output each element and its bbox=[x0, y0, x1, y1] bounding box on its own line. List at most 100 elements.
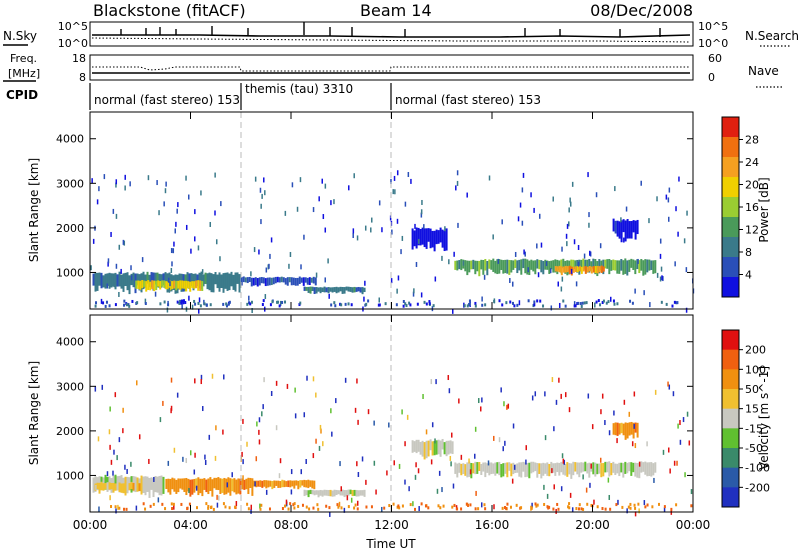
power-scatter-point bbox=[457, 222, 459, 228]
velocity-scatter-point bbox=[686, 411, 689, 417]
power-scatter-point bbox=[667, 197, 670, 203]
power-scatter-point bbox=[124, 174, 126, 180]
velocity-near-range-echo bbox=[601, 507, 604, 511]
power-data-cell bbox=[586, 266, 589, 273]
velocity-scatter-point bbox=[331, 431, 333, 437]
velocity-data-cell bbox=[158, 475, 161, 496]
power-near-range-echo bbox=[180, 301, 183, 305]
velocity-data-cell bbox=[612, 461, 615, 473]
velocity-near-range-echo bbox=[234, 505, 237, 509]
power-near-range-echo bbox=[533, 303, 536, 307]
velocity-data-cell bbox=[345, 490, 348, 497]
velocity-scatter-point bbox=[569, 492, 572, 498]
power-data-cell bbox=[311, 286, 314, 291]
power-data-cell bbox=[329, 287, 332, 292]
power-scatter-point bbox=[219, 256, 221, 262]
power-data-cell bbox=[498, 259, 501, 274]
velocity-data-cell bbox=[464, 464, 467, 476]
velocity-scatter-point bbox=[498, 437, 501, 443]
power-near-range-echo bbox=[595, 300, 598, 304]
freq-tick-top: 18 bbox=[72, 52, 86, 65]
velocity-near-range-echo bbox=[287, 507, 290, 511]
velocity-data-cell bbox=[169, 478, 172, 495]
power-scatter-point bbox=[527, 267, 529, 273]
power-data-cell bbox=[177, 280, 180, 289]
velocity-data-cell bbox=[415, 439, 418, 454]
velocity-scatter-point bbox=[94, 386, 97, 392]
power-data-cell bbox=[486, 261, 489, 276]
power-data-cell bbox=[600, 260, 603, 270]
power-data-cell bbox=[252, 277, 255, 286]
velocity-data-cell bbox=[104, 483, 107, 490]
power-near-range-echo bbox=[501, 303, 504, 307]
power-scatter-point bbox=[171, 261, 173, 267]
power-scatter-point bbox=[188, 194, 190, 200]
power-scatter-point bbox=[91, 178, 93, 184]
velocity-data-cell bbox=[462, 463, 465, 475]
velocity-data-cell bbox=[652, 463, 655, 476]
velocity-near-range-echo bbox=[293, 502, 296, 506]
velocity-scatter-point bbox=[254, 481, 256, 487]
velocity-scatter-point bbox=[643, 500, 646, 506]
velocity-data-cell bbox=[189, 479, 192, 497]
velocity-scatter-point bbox=[216, 494, 218, 500]
velocity-near-range-echo bbox=[501, 506, 504, 510]
velocity-scatter-point bbox=[110, 459, 113, 465]
velocity-data-cell bbox=[433, 440, 436, 456]
velocity-scatter-point bbox=[265, 489, 268, 495]
power-data-cell bbox=[240, 277, 243, 286]
power-scatter-point bbox=[279, 300, 282, 306]
velocity-scatter-point bbox=[357, 419, 359, 425]
velocity-scatter-point bbox=[502, 446, 504, 452]
noise-right-tick-bottom: 10^0 bbox=[698, 37, 728, 50]
velocity-data-cell bbox=[359, 490, 362, 496]
velocity-scatter-point bbox=[654, 389, 657, 395]
velocity-data-cell bbox=[193, 478, 196, 493]
power-scatter-point bbox=[110, 231, 112, 237]
velocity-scatter-point bbox=[218, 495, 220, 501]
velocity-scatter-point bbox=[109, 495, 111, 501]
velocity-scatter-point bbox=[312, 453, 315, 459]
power-data-cell bbox=[425, 228, 428, 249]
power-data-cell bbox=[278, 277, 281, 283]
velocity-near-range-echo bbox=[110, 505, 113, 509]
power-scatter-point bbox=[190, 248, 192, 254]
power-scatter-point bbox=[220, 201, 222, 207]
power-scatter-point bbox=[441, 255, 443, 261]
power-data-cell bbox=[640, 259, 643, 271]
velocity-scatter-point bbox=[679, 439, 682, 445]
power-scatter-point bbox=[668, 187, 671, 193]
velocity-scatter-point bbox=[571, 507, 574, 513]
power-near-range-echo bbox=[222, 302, 225, 306]
velocity-data-cell bbox=[638, 462, 641, 479]
velocity-data-cell bbox=[441, 438, 444, 450]
velocity-data-cell bbox=[616, 463, 619, 474]
power-scatter-point bbox=[552, 196, 554, 202]
power-data-cell bbox=[238, 274, 241, 293]
power-near-range-echo bbox=[468, 303, 471, 307]
power-scatter-point bbox=[625, 206, 628, 212]
power-scatter-point bbox=[594, 302, 596, 308]
power-scatter-point bbox=[511, 281, 514, 287]
velocity-scatter-point bbox=[393, 460, 395, 466]
velocity-scatter-point bbox=[339, 461, 341, 467]
velocity-data-cell bbox=[249, 477, 252, 489]
velocity-data-cell bbox=[156, 476, 159, 493]
velocity-data-cell bbox=[275, 480, 278, 486]
power-scatter-point bbox=[514, 251, 517, 257]
velocity-near-range-echo bbox=[670, 507, 673, 511]
power-data-cell bbox=[654, 260, 657, 274]
power-near-range-echo bbox=[484, 303, 487, 307]
power-scatter-point bbox=[214, 210, 216, 216]
power-scatter-point bbox=[288, 263, 290, 269]
velocity-data-cell bbox=[283, 480, 286, 488]
velocity-data-cell bbox=[574, 462, 577, 472]
power-data-cell bbox=[445, 228, 448, 251]
power-scatter-point bbox=[396, 218, 399, 224]
velocity-scatter-point bbox=[669, 468, 671, 474]
velocity-scatter-point bbox=[676, 460, 678, 466]
velocity-near-range-echo bbox=[353, 506, 356, 510]
power-colorbar-tick-label: 28 bbox=[745, 134, 759, 147]
power-scatter-point bbox=[678, 176, 680, 182]
